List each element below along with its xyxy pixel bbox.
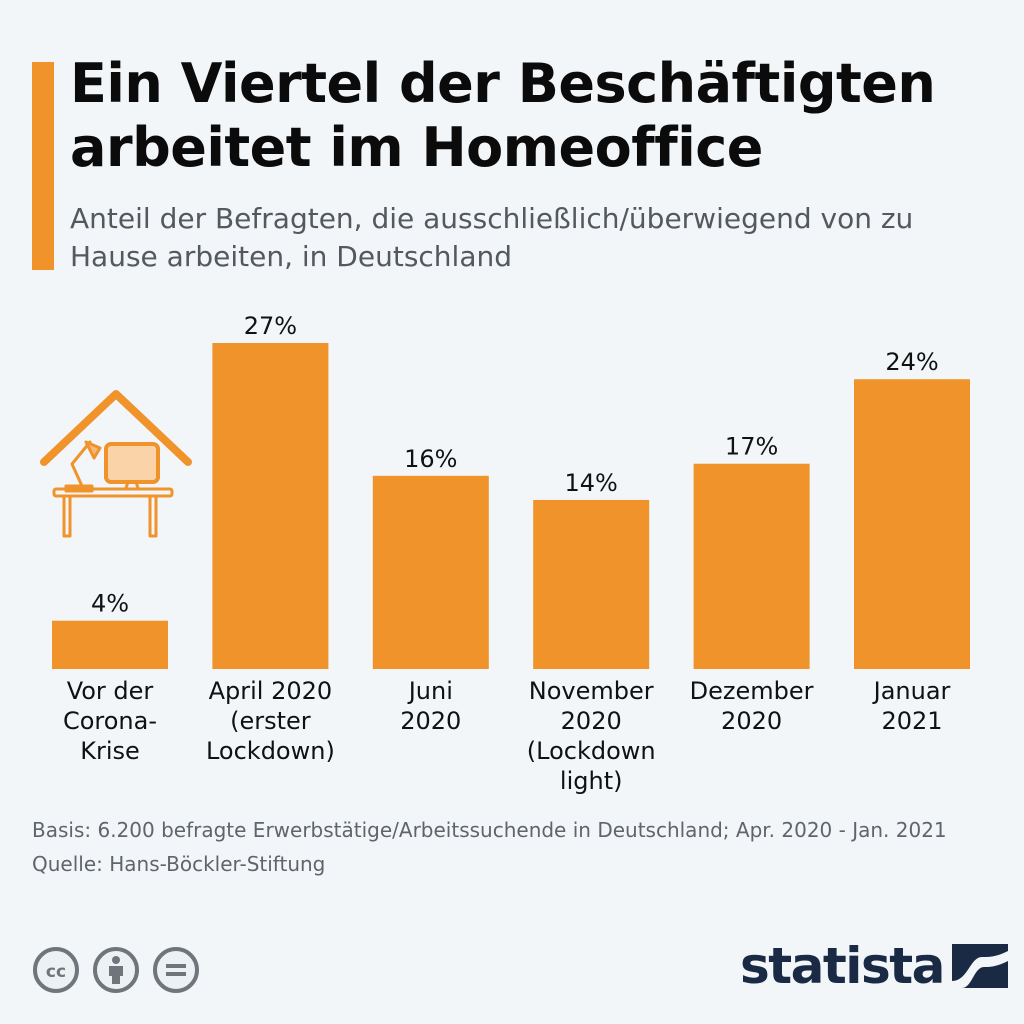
value-labels-layer: 4% 27% 16% 14% 17% 24% xyxy=(91,312,939,618)
bar-0 xyxy=(52,620,168,669)
title-accent-bar xyxy=(32,62,54,270)
cc-icon[interactable]: cc xyxy=(33,947,79,993)
bar-3 xyxy=(533,499,650,669)
bar-5 xyxy=(854,379,970,669)
basis-note: Basis: 6.200 befragte Erwerbstätige/Arbe… xyxy=(32,818,947,842)
statista-logo[interactable]: statista xyxy=(740,934,1014,998)
chart-subtitle: Anteil der Befragten, die ausschließlich… xyxy=(70,202,914,273)
category-label-4: Dezember 2020 xyxy=(690,677,814,735)
bar-chart: 4% 27% 16% 14% 17% 24% Vor der Corona-Krise Apr… xyxy=(0,300,1024,814)
value-label-0: 4% xyxy=(91,590,129,618)
license-icons: cc xyxy=(32,945,212,1005)
category-labels-layer: Vor der Corona-Krise April 2020 (erster Lock… xyxy=(63,677,951,795)
category-label-0: Vor der Corona-Krise xyxy=(63,677,157,765)
category-label-3: November 2020 (Lockdown light) xyxy=(527,677,656,795)
category-label-1: April 2020 (erster Lockdown) xyxy=(206,677,335,765)
attribution-icon[interactable] xyxy=(93,947,139,993)
bar-4 xyxy=(693,463,810,669)
value-label-5: 24% xyxy=(885,348,938,376)
bar-2 xyxy=(372,475,489,669)
bar-1 xyxy=(212,343,329,669)
value-label-4: 17% xyxy=(725,433,778,461)
source-note: Quelle: Hans-Böckler-Stiftung xyxy=(32,852,326,876)
category-label-5: Januar 2021 xyxy=(872,677,951,735)
value-label-2: 16% xyxy=(404,445,457,473)
chart-notes: Basis: 6.200 befragte Erwerbstätige/Arbe… xyxy=(32,815,972,879)
category-label-2: Juni 2020 xyxy=(400,677,461,735)
logo-text: statista xyxy=(740,937,945,995)
svg-text:cc: cc xyxy=(46,962,66,982)
value-label-1: 27% xyxy=(244,312,297,340)
bars-layer xyxy=(52,343,970,669)
no-derivatives-icon[interactable] xyxy=(153,947,199,993)
value-label-3: 14% xyxy=(565,469,618,497)
home-office-illustration-icon xyxy=(40,390,192,538)
chart-title: Ein Viertel der Beschäftigten arbeitet i… xyxy=(70,52,936,179)
statista-logo-icon xyxy=(951,944,1008,988)
